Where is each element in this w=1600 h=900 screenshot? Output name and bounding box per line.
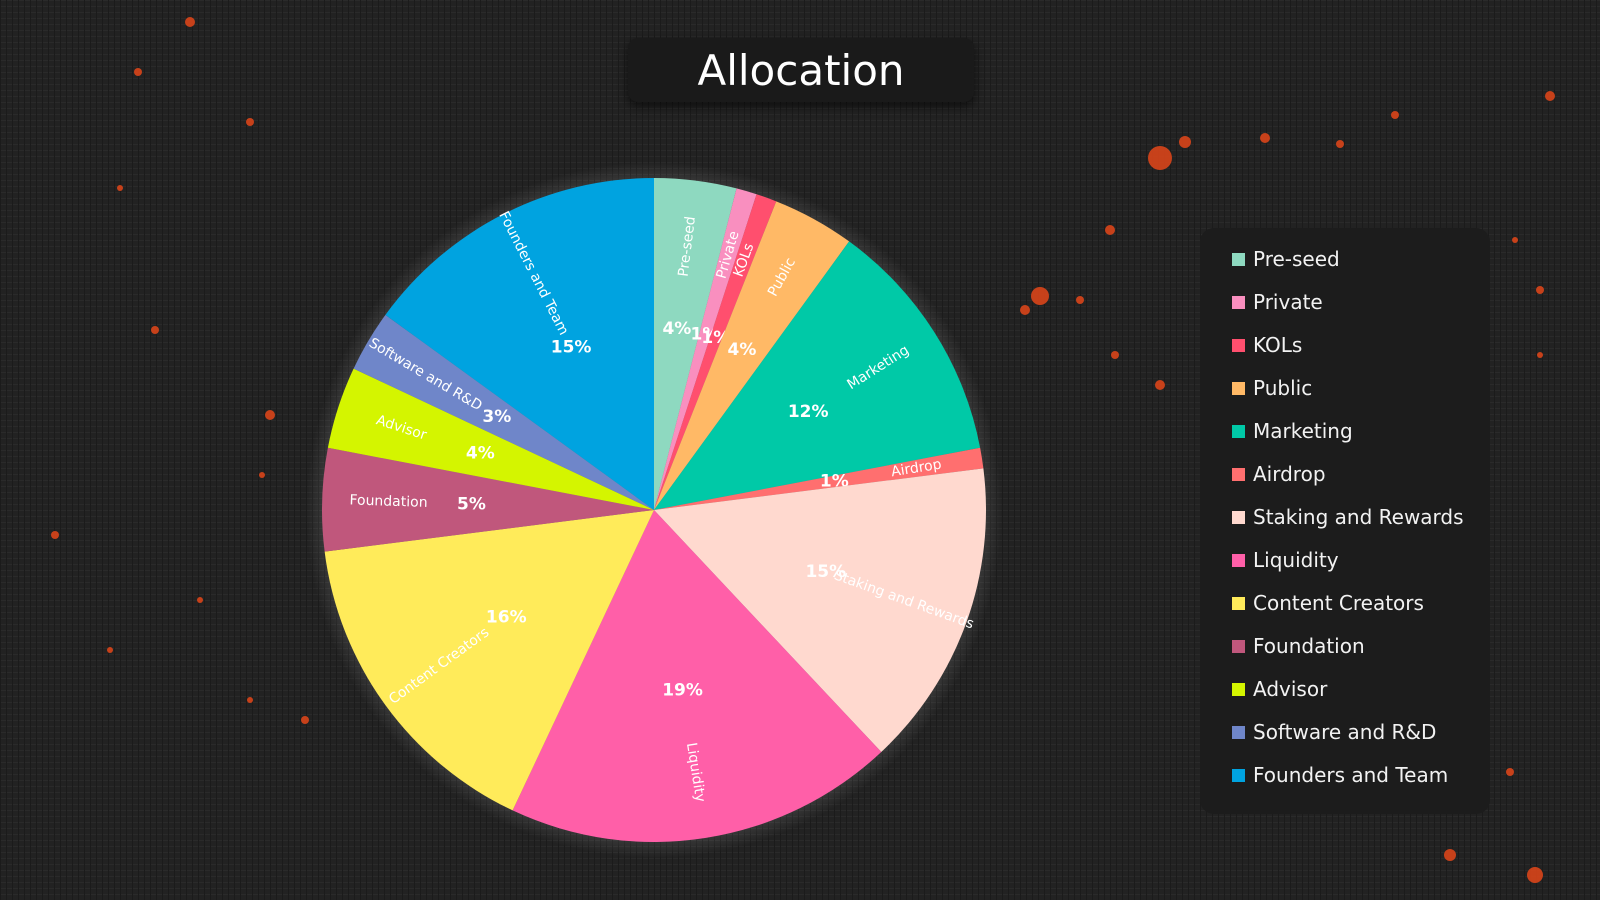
legend-swatch (1232, 381, 1245, 395)
pie-category-label-pre-seed: Pre-seed (676, 215, 699, 277)
legend-item-public: Public (1232, 373, 1312, 403)
pie-value-label-foundation: 5% (457, 494, 486, 514)
legend-swatch (1232, 295, 1245, 309)
pie-slice-pre-seed (654, 178, 737, 510)
pie-slice-kols (654, 194, 777, 510)
pie-slice-liquidity (512, 510, 882, 843)
legend-item-software-and-r-d: Software and R&D (1232, 717, 1436, 747)
legend-swatch (1232, 639, 1245, 653)
legend-swatch (1232, 596, 1245, 610)
pie-value-label-pre-seed: 4% (662, 319, 691, 339)
legend-label: Advisor (1253, 677, 1328, 701)
pie-slice-foundation (322, 447, 654, 552)
pie-slice-public (654, 201, 850, 510)
legend-label: Liquidity (1253, 548, 1339, 572)
legend-label: Marketing (1253, 419, 1353, 443)
legend-swatch (1232, 467, 1245, 481)
legend-item-staking-and-rewards: Staking and Rewards (1232, 502, 1464, 532)
legend-item-marketing: Marketing (1232, 416, 1353, 446)
legend-label: Staking and Rewards (1253, 505, 1464, 529)
legend-item-content-creators: Content Creators (1232, 588, 1424, 618)
legend-swatch (1232, 725, 1245, 739)
legend-label: Software and R&D (1253, 720, 1437, 744)
legend-swatch (1232, 553, 1245, 567)
chart-title-box: Allocation (628, 38, 974, 102)
legend-label: Foundation (1253, 634, 1365, 658)
legend-swatch (1232, 768, 1245, 782)
pie-slice-software-and-r-d (353, 314, 654, 510)
pie-value-label-content-creators: 16% (486, 607, 527, 627)
pie-value-label-staking-and-rewards: 15% (805, 562, 846, 582)
legend-label: Content Creators (1253, 591, 1424, 615)
pie-slice-staking-and-rewards (654, 468, 986, 753)
legend-swatch (1232, 682, 1245, 696)
legend-label: Airdrop (1253, 462, 1326, 486)
legend-swatch (1232, 338, 1245, 352)
legend-swatch (1232, 424, 1245, 438)
legend-swatch (1232, 510, 1245, 524)
legend: Pre-seed Private KOLs Public Marketing Airdro… (1200, 228, 1490, 814)
legend-item-airdrop: Airdrop (1232, 459, 1326, 489)
legend-label: Public (1253, 376, 1313, 400)
legend-label: Pre-seed (1253, 247, 1340, 271)
pie-value-label-software-and-r-d: 3% (482, 407, 511, 427)
pie-value-label-founders-and-team: 15% (551, 337, 592, 357)
legend-label: Private (1253, 290, 1323, 314)
pie-slice-private (654, 188, 757, 510)
legend-item-advisor: Advisor (1232, 674, 1327, 704)
legend-item-kols: KOLs (1232, 330, 1302, 360)
pie-value-label-public: 4% (728, 340, 757, 360)
pie-value-label-liquidity: 19% (662, 680, 703, 700)
legend-item-liquidity: Liquidity (1232, 545, 1339, 575)
pie-category-label-airdrop: Airdrop (890, 457, 943, 481)
pie-value-label-advisor: 4% (466, 444, 495, 464)
legend-item-founders-and-team: Founders and Team (1232, 760, 1448, 790)
legend-item-private: Private (1232, 287, 1323, 317)
chart-title: Allocation (697, 45, 905, 95)
legend-label: Founders and Team (1253, 763, 1449, 787)
pie-slice-founders-and-team (385, 178, 654, 510)
pie-value-label-marketing: 12% (788, 402, 829, 422)
pie-category-label-foundation: Foundation (349, 492, 428, 510)
legend-item-pre-seed: Pre-seed (1232, 244, 1340, 274)
legend-label: KOLs (1253, 333, 1303, 357)
pie-slice-advisor (327, 368, 654, 510)
pie-slice-content-creators (324, 510, 654, 811)
pie-slice-airdrop (654, 447, 984, 510)
legend-swatch (1232, 252, 1245, 266)
pie-slice-marketing (654, 241, 981, 510)
legend-item-foundation: Foundation (1232, 631, 1365, 661)
